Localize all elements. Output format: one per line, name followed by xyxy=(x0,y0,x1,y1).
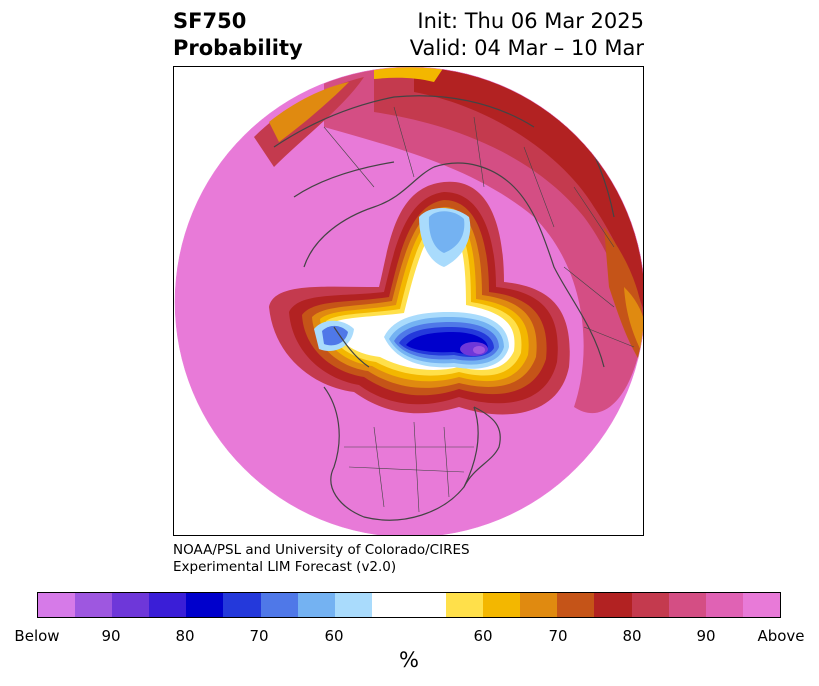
tick-label: 60 xyxy=(324,627,344,645)
colorbar-segment xyxy=(260,593,298,617)
polar-map xyxy=(174,67,643,535)
tick-label: Above xyxy=(757,627,805,645)
colorbar-segment xyxy=(557,593,595,617)
colorbar-segment xyxy=(631,593,669,617)
tick-label: 90 xyxy=(101,627,121,645)
colorbar-segment xyxy=(38,593,76,617)
below-lobe-arctic-core xyxy=(428,211,465,253)
valid-range: Valid: 04 Mar – 10 Mar xyxy=(409,36,644,60)
colorbar-segment xyxy=(186,593,224,617)
forecast-dates: Init: Thu 06 Mar 2025 Valid: 04 Mar – 10… xyxy=(410,8,644,62)
colorbar-segment xyxy=(668,593,706,617)
colorbar xyxy=(37,592,781,618)
init-date: Init: Thu 06 Mar 2025 xyxy=(417,9,644,33)
below-lobe-pacific-core xyxy=(322,325,348,346)
variable-title: SF750 xyxy=(173,9,247,33)
credit-text: NOAA/PSL and University of Colorado/CIRE… xyxy=(173,542,470,576)
credit-line-1: NOAA/PSL and University of Colorado/CIRE… xyxy=(173,542,470,558)
colorbar-segment xyxy=(75,593,113,617)
tick-label: 70 xyxy=(548,627,568,645)
political-borders xyxy=(323,106,635,513)
tick-label: 90 xyxy=(696,627,716,645)
colorbar-unit: % xyxy=(399,648,419,672)
colorbar-segment xyxy=(297,593,335,617)
tick-label: 60 xyxy=(473,627,493,645)
colorbar-segment xyxy=(371,593,447,617)
colorbar-segment xyxy=(483,593,521,617)
colorbar-segment xyxy=(446,593,484,617)
field-band-dark-red xyxy=(414,67,643,327)
colorbar-segment xyxy=(742,593,780,617)
colorbar-ticks: Below 90 80 70 60 60 70 80 90 Above xyxy=(0,627,819,647)
field-band-north-yellow xyxy=(374,67,444,82)
colorbar-segment xyxy=(520,593,558,617)
colorbar-segment xyxy=(223,593,261,617)
tick-label: 80 xyxy=(175,627,195,645)
below-core-violet xyxy=(473,346,485,354)
colorbar-segment xyxy=(334,593,372,617)
colorbar-segment xyxy=(594,593,632,617)
field-band-light-orange xyxy=(624,287,643,357)
tick-label: 80 xyxy=(622,627,642,645)
credit-line-2: Experimental LIM Forecast (v2.0) xyxy=(173,559,397,575)
colorbar-segment xyxy=(149,593,187,617)
globe-edge xyxy=(174,67,643,535)
map-title: SF750 Probability xyxy=(173,8,303,62)
tick-label: 70 xyxy=(249,627,269,645)
field-band-nw-orange xyxy=(269,82,349,142)
map-panel xyxy=(173,66,644,536)
colorbar-segment xyxy=(705,593,743,617)
field-band-nw xyxy=(254,77,364,167)
product-title: Probability xyxy=(173,36,303,60)
colorbar-segment xyxy=(112,593,150,617)
tick-label: Below xyxy=(14,627,60,645)
